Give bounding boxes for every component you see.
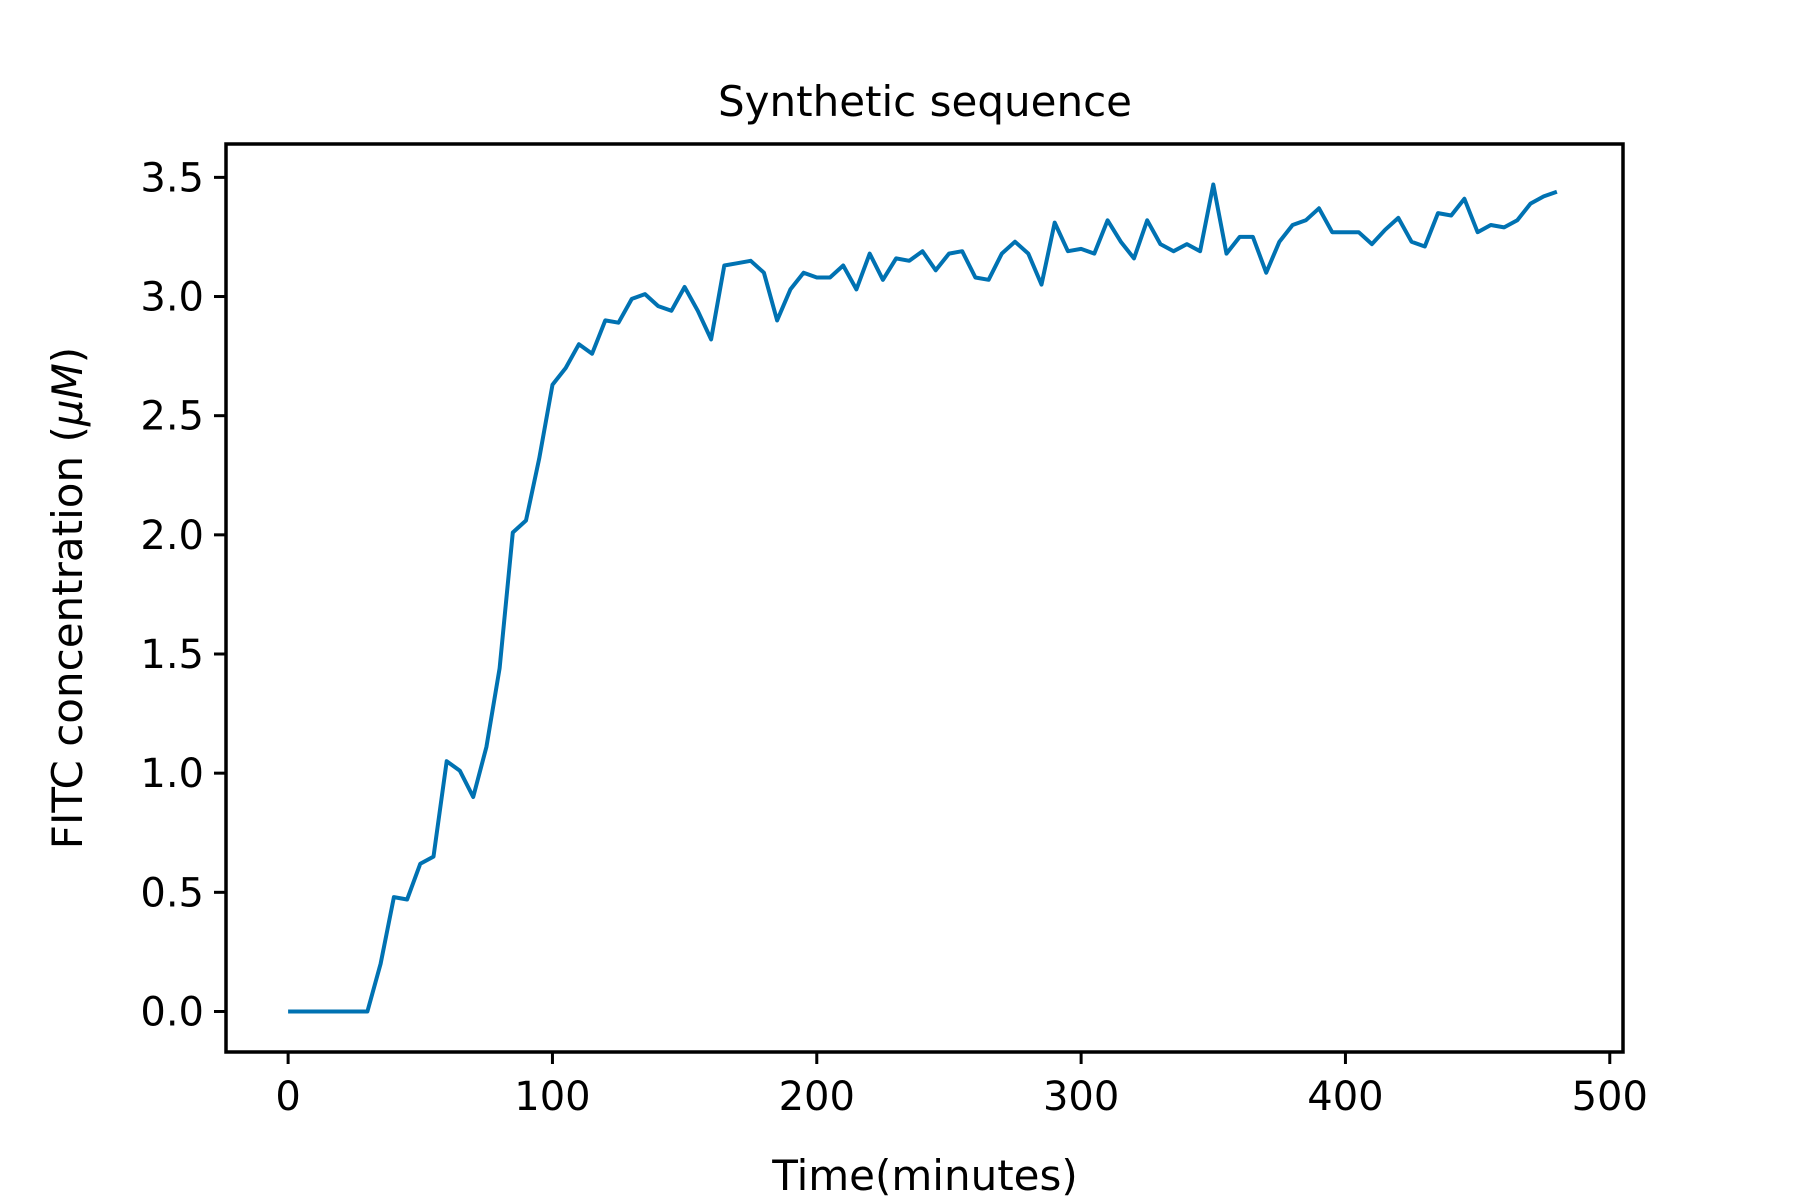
y-tick-label: 1.5 [140,632,204,678]
x-tick-label: 500 [1572,1074,1648,1120]
x-axis-title: Time(minutes) [771,1151,1078,1200]
y-axis-title: FITC concentration (μM) [43,347,92,849]
x-tick-label: 0 [275,1074,300,1120]
x-tick-label: 100 [514,1074,590,1120]
y-tick-label: 1.0 [140,751,204,797]
y-tick-label: 2.5 [140,394,204,440]
series-line-0 [288,182,1558,1014]
y-tick-label: 3.5 [140,155,204,201]
chart-title: Synthetic sequence [718,77,1132,126]
x-tick-label: 200 [779,1074,855,1120]
y-axis-title-prefix: FITC concentration ( [43,426,92,849]
y-tick-label: 0.5 [140,870,204,916]
y-axis-title-suffix: ) [43,347,92,363]
y-tick-label: 3.0 [140,275,204,321]
y-axis-title-unit: μM [43,363,92,427]
x-axis: 0 100 200 300 400 500 [275,1052,1648,1120]
plot-frame [224,142,1625,1054]
x-tick-label: 400 [1307,1074,1383,1120]
series-layer [288,182,1558,1014]
y-tick-label: 0.0 [140,989,204,1035]
y-tick-label: 2.0 [140,513,204,559]
y-axis: 0.0 0.5 1.0 1.5 2.0 2.5 3.0 3.5 [140,155,226,1035]
x-tick-label: 300 [1043,1074,1119,1120]
